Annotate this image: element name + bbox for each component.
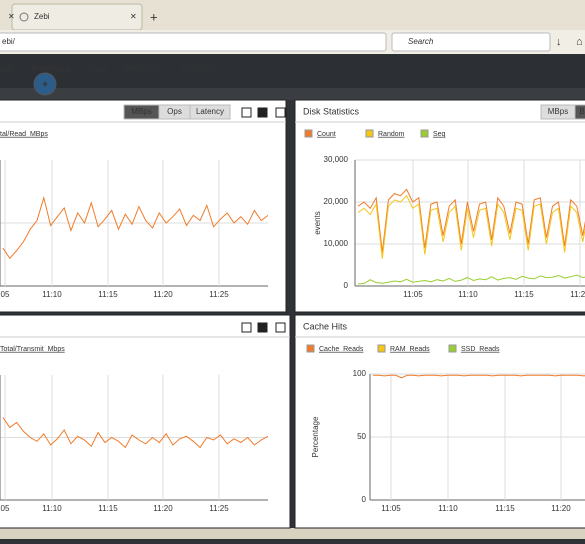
panel: Cache Hits Cache_Reads RAM_Reads SSD_Reads 0… (294, 314, 585, 529)
x-tick-label: 11:10 (42, 504, 62, 513)
series-line (2, 417, 268, 449)
panel-body (0, 314, 291, 529)
url: ebi/ (2, 37, 16, 46)
series-line (357, 188, 585, 253)
legend-label[interactable]: RAM_Reads (390, 346, 430, 353)
button-label: MBps (131, 107, 151, 116)
panel: Total/Transmit_Mbps 05 11:10 11:15 11:20 11:2… (0, 314, 291, 529)
x-tick-label: 11:15 (495, 504, 515, 513)
x-tick-label: 11:10 (458, 290, 478, 299)
legend-label[interactable]: SSD_Reads (461, 346, 500, 353)
y-tick-label: 50 (357, 432, 366, 441)
download-icon[interactable]: ↓ (556, 36, 562, 48)
y-tick-label: 10,000 (324, 239, 349, 248)
legend-swatch[interactable] (448, 344, 457, 353)
y-tick-label: 30,000 (324, 155, 349, 164)
close-icon[interactable] (275, 322, 286, 333)
nav-item[interactable]: ard (0, 63, 13, 73)
search-placeholder: Search (408, 37, 434, 46)
x-tick-label: 11:20 (551, 504, 571, 513)
maximize-icon[interactable] (257, 107, 268, 118)
add-icon: + (42, 80, 48, 91)
nav-item[interactable]: Data (88, 63, 107, 73)
series-line (2, 195, 268, 260)
edit-icon[interactable] (241, 322, 252, 333)
maximize-icon[interactable] (257, 322, 268, 333)
x-tick-label: 11:10 (42, 290, 62, 299)
x-tick-label: 11:25 (209, 504, 229, 513)
button-label: MBps (548, 107, 568, 116)
x-tick-label: 11:25 (209, 290, 229, 299)
panel-title: Cache Hits (303, 321, 348, 331)
button-label: Latency (196, 107, 224, 116)
url-bar[interactable] (0, 32, 387, 52)
y-axis-label: Percentage (311, 416, 320, 457)
x-tick-label: 11:20 (153, 504, 173, 513)
edit-icon[interactable] (241, 107, 252, 118)
x-tick-label: 11:20 (153, 290, 173, 299)
close-icon[interactable]: ✕ (8, 12, 15, 21)
x-tick-label: 11:10 (438, 504, 458, 513)
legend-swatch[interactable] (420, 129, 429, 138)
legend-label[interactable]: Total/Transmit_Mbps (0, 346, 65, 353)
legend-swatch[interactable] (304, 129, 313, 138)
tab-icon (19, 12, 29, 22)
series-line (357, 194, 585, 259)
y-tick-label: 100 (353, 369, 367, 378)
x-tick-label: 11:15 (514, 290, 534, 299)
nav-item[interactable]: Analytics (30, 63, 70, 73)
legend-label[interactable]: Random (378, 131, 405, 138)
close-icon[interactable]: ✕ (130, 12, 137, 21)
button-label: B (579, 107, 584, 116)
x-tick-label: 11:15 (98, 290, 118, 299)
add-button[interactable] (33, 72, 57, 96)
legend-label[interactable]: Cache_Reads (319, 346, 364, 353)
button-label: Ops (167, 107, 182, 116)
tab-title: Zebi (34, 12, 50, 21)
x-tick-label: 05 (1, 504, 10, 513)
subnav (0, 88, 585, 100)
dropdown-arrow: ⌄ (211, 66, 217, 73)
y-tick-label: 20,000 (324, 197, 349, 206)
panels: MBps Ops Latency tal/Read_MBps 05 11:10 11:15 1… (0, 99, 585, 529)
button[interactable] (189, 104, 231, 120)
dropdown-arrow: ⌄ (69, 66, 75, 73)
panel-body (0, 99, 287, 313)
panel: Disk Statistics MBps B Count Random Seq 0 10,00… (294, 99, 585, 313)
dropdown-arrow: ⌄ (155, 66, 161, 73)
search-box[interactable] (391, 32, 551, 52)
legend-swatch[interactable] (377, 344, 386, 353)
y-tick-label: 0 (362, 495, 367, 504)
y-axis-label: events (313, 211, 322, 235)
x-tick-label: 11:20 (570, 290, 585, 299)
new-tab[interactable]: + (150, 9, 158, 24)
legend-swatch[interactable] (306, 344, 315, 353)
x-tick-label: 11:05 (403, 290, 423, 299)
nav-item[interactable]: Services (122, 63, 157, 73)
legend-label[interactable]: tal/Read_MBps (0, 131, 48, 138)
panel-body (294, 314, 585, 529)
x-tick-label: 11:15 (98, 504, 118, 513)
series-line (357, 274, 585, 285)
nav-bar (0, 55, 585, 88)
status-bar (0, 528, 585, 539)
x-tick-label: 05 (1, 290, 10, 299)
tab[interactable] (11, 3, 143, 31)
legend-label[interactable]: Seq (433, 131, 446, 138)
y-tick-label: 0 (344, 281, 349, 290)
legend-label[interactable]: Count (317, 131, 336, 138)
panel-body (294, 99, 585, 313)
panel-title: Disk Statistics (303, 106, 360, 116)
x-tick-label: 11:05 (381, 504, 401, 513)
panel: MBps Ops Latency tal/Read_MBps 05 11:10 11:15 1… (0, 99, 287, 313)
nav-item[interactable]: Settings (181, 63, 214, 73)
close-icon[interactable] (275, 107, 286, 118)
series-line (373, 374, 585, 379)
home-icon[interactable]: ⌂ (576, 36, 583, 48)
legend-swatch[interactable] (365, 129, 374, 138)
button[interactable] (574, 104, 585, 120)
